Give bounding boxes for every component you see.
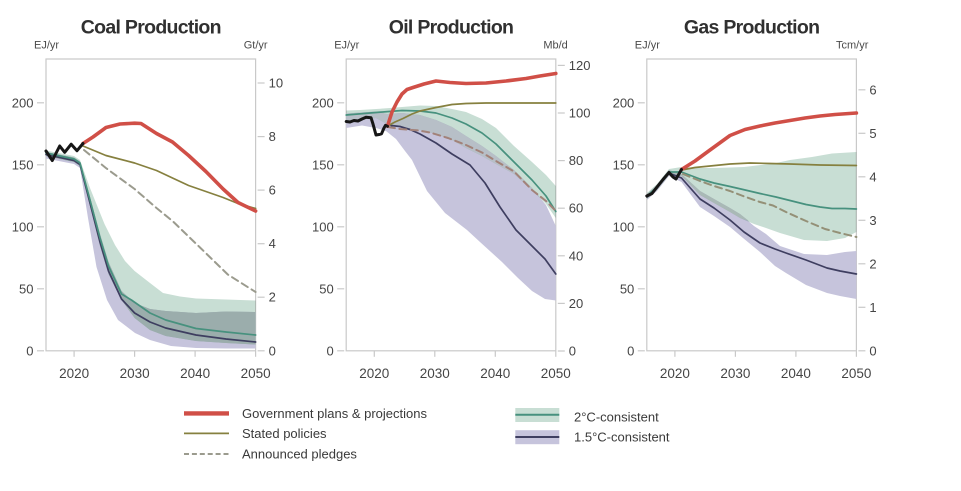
svg-text:2030: 2030 <box>420 366 450 381</box>
svg-text:150: 150 <box>312 157 334 172</box>
svg-text:80: 80 <box>569 153 583 168</box>
svg-text:150: 150 <box>613 157 635 172</box>
svg-text:EJ/yr: EJ/yr <box>34 40 59 52</box>
svg-text:2: 2 <box>269 290 276 305</box>
svg-text:2020: 2020 <box>660 366 690 381</box>
svg-text:150: 150 <box>12 157 34 172</box>
svg-text:Tcm/yr: Tcm/yr <box>836 40 869 52</box>
svg-text:0: 0 <box>269 343 276 358</box>
svg-text:0: 0 <box>569 344 576 359</box>
svg-text:Government plans & projections: Government plans & projections <box>242 406 427 421</box>
svg-text:2020: 2020 <box>359 366 389 381</box>
svg-text:Gas Production: Gas Production <box>684 17 819 39</box>
svg-text:100: 100 <box>312 219 334 234</box>
svg-text:2050: 2050 <box>241 366 271 381</box>
svg-text:8: 8 <box>269 129 276 144</box>
svg-text:2050: 2050 <box>841 366 871 381</box>
svg-text:5: 5 <box>869 126 876 141</box>
svg-text:40: 40 <box>569 248 583 263</box>
svg-text:6: 6 <box>269 183 276 198</box>
svg-text:0: 0 <box>627 343 634 358</box>
svg-text:2: 2 <box>869 256 876 271</box>
svg-text:EJ/yr: EJ/yr <box>635 40 660 52</box>
svg-text:2040: 2040 <box>180 366 210 381</box>
svg-text:2030: 2030 <box>720 366 750 381</box>
svg-text:Stated policies: Stated policies <box>242 426 327 441</box>
svg-text:Announced pledges: Announced pledges <box>242 447 357 462</box>
svg-text:6: 6 <box>869 82 876 97</box>
svg-text:50: 50 <box>620 281 634 296</box>
svg-text:2050: 2050 <box>541 366 571 381</box>
svg-text:2030: 2030 <box>120 366 150 381</box>
svg-text:EJ/yr: EJ/yr <box>334 40 359 52</box>
svg-text:2°C-consistent: 2°C-consistent <box>574 409 659 424</box>
svg-text:Coal Production: Coal Production <box>81 17 221 39</box>
svg-text:4: 4 <box>869 169 876 184</box>
svg-text:2040: 2040 <box>480 366 510 381</box>
svg-text:200: 200 <box>312 95 334 110</box>
svg-text:Mb/d: Mb/d <box>543 40 567 52</box>
svg-text:10: 10 <box>269 76 283 91</box>
svg-text:4: 4 <box>269 236 276 251</box>
svg-text:100: 100 <box>12 219 34 234</box>
svg-text:Oil Production: Oil Production <box>389 17 514 39</box>
svg-text:100: 100 <box>569 106 591 121</box>
svg-text:0: 0 <box>869 343 876 358</box>
svg-text:2040: 2040 <box>781 366 811 381</box>
svg-text:3: 3 <box>869 213 876 228</box>
svg-text:200: 200 <box>613 95 635 110</box>
svg-text:50: 50 <box>19 281 33 296</box>
svg-text:120: 120 <box>569 58 591 73</box>
svg-text:Gt/yr: Gt/yr <box>244 40 268 52</box>
svg-text:1.5°C-consistent: 1.5°C-consistent <box>574 430 670 445</box>
svg-text:20: 20 <box>569 296 583 311</box>
svg-text:60: 60 <box>569 201 583 216</box>
svg-text:50: 50 <box>319 281 333 296</box>
svg-text:1: 1 <box>869 300 876 315</box>
svg-text:0: 0 <box>26 343 33 358</box>
svg-text:200: 200 <box>12 95 34 110</box>
svg-text:0: 0 <box>326 343 333 358</box>
svg-text:100: 100 <box>613 219 635 234</box>
svg-text:2020: 2020 <box>59 366 89 381</box>
